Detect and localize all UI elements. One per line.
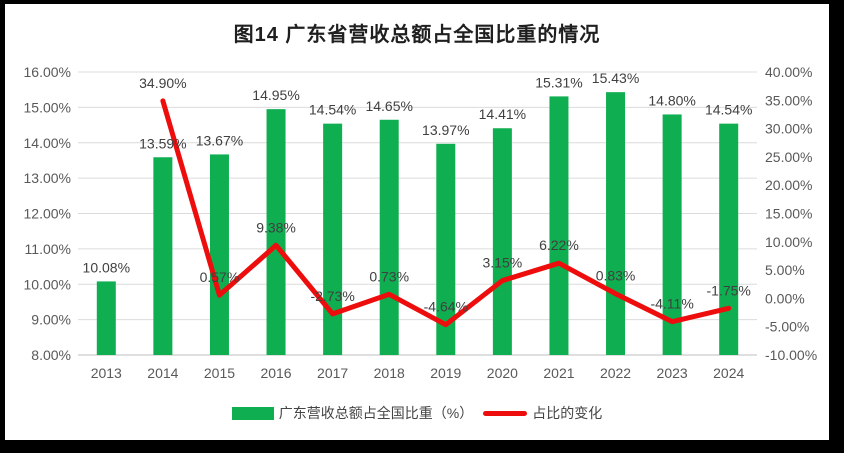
bar-2024 [719,123,739,356]
bar-label-2019: 13.97% [422,122,469,138]
bar-2020 [492,128,512,355]
left-axis-label: 15.00% [24,99,71,115]
right-axis-label: 10.00% [765,234,812,250]
x-axis-label-2024: 2024 [713,365,744,381]
bar-label-2013: 10.08% [83,259,130,275]
bar-label-2017: 14.54% [309,102,356,118]
line-label-2023: -4.11% [650,296,693,312]
bar-label-2024: 14.54% [705,102,752,118]
x-axis-label-2015: 2015 [204,365,235,381]
bar-label-2016: 14.95% [252,87,299,103]
right-axis-label: 25.00% [765,149,812,165]
chart-title: 图14 广东省营收总额占全国比重的情况 [233,24,601,46]
bar-label-2020: 14.41% [479,106,526,122]
change-line [160,98,732,328]
left-axis-label: 12.00% [24,206,71,222]
chart-canvas: 图14 广东省营收总额占全国比重的情况 10.08% 13.59% 13.67% 14… [5,4,829,440]
bar-2022 [606,92,626,355]
x-axis-label-2019: 2019 [430,365,461,381]
bar-series-label: 广东营收总额占全国比重（%） [278,405,474,421]
bar-label-2015: 13.67% [196,132,243,148]
line-label-2016: 9.38% [256,219,296,235]
line-series-swatch-icon [483,410,528,416]
x-axis-label-2021: 2021 [543,365,574,381]
line-label-2024: -1.75% [707,282,751,298]
right-axis-label: 5.00% [765,262,805,278]
bar-2016 [266,109,286,355]
line-series-label: 占比的变化 [532,405,603,421]
left-axis-label: 13.00% [24,170,71,186]
legend-item-bar-series: 广东营收总额占全国比重（%） [231,403,474,423]
right-axis-label: 0.00% [765,290,805,306]
left-axis-label: 10.00% [24,276,71,292]
plot-area: 10.08% 13.59% 13.67% 14.95% 14.54% 14.65% 13.9… [24,64,818,381]
bar-2015 [209,154,229,355]
x-axis-label-2013: 2013 [91,365,122,381]
right-axis-label: -10.00% [765,347,817,363]
bar-2023 [662,114,682,355]
right-axis-label: 30.00% [765,121,812,137]
bar-2014 [153,157,173,355]
right-axis-label: 40.00% [765,64,812,80]
line-label-2022: 0.83% [596,268,636,284]
right-axis-label: 15.00% [765,206,812,222]
bar-2013 [96,281,116,355]
legend-item-line-series: 占比的变化 [483,403,602,423]
bar-label-2023: 14.80% [648,92,695,108]
right-axis-label: 35.00% [765,92,812,108]
x-axis-label-2018: 2018 [374,365,405,381]
bar-label-2021: 15.31% [535,74,582,90]
left-axis-label: 16.00% [24,64,71,80]
x-axis-label-2017: 2017 [317,365,348,381]
left-axis-label: 9.00% [31,312,71,328]
line-label-2018: 0.73% [369,268,409,284]
x-axis-label-2022: 2022 [600,365,631,381]
left-axis-label: 8.00% [31,347,71,363]
line-label-2017: -2.73% [310,288,354,304]
bar-series-swatch-icon [231,406,274,420]
chart-legend: 广东营收总额占全国比重（%） 占比的变化 [5,403,829,423]
bar-2019 [436,143,456,355]
line-label-2015: 0.57% [200,269,240,285]
bar-label-2022: 15.43% [592,70,639,86]
bar-label-2014: 13.59% [139,135,186,151]
line-label-2019: -4.64% [424,299,468,315]
left-axis-label: 14.00% [24,135,71,151]
bar-label-2018: 14.65% [365,98,412,114]
bar-2021 [549,96,569,355]
right-axis-label: 20.00% [765,177,812,193]
x-axis-label-2014: 2014 [147,365,178,381]
right-axis-label: -5.00% [765,319,809,335]
bar-2017 [323,123,343,356]
line-label-2020: 3.15% [483,255,523,271]
x-axis-label-2023: 2023 [657,365,688,381]
line-label-2021: 6.22% [539,237,579,253]
x-axis-label-2020: 2020 [487,365,518,381]
bar-2018 [379,119,399,355]
x-axis-label-2016: 2016 [260,365,291,381]
line-label-2014: 34.90% [139,75,186,91]
left-axis-label: 11.00% [25,241,71,257]
